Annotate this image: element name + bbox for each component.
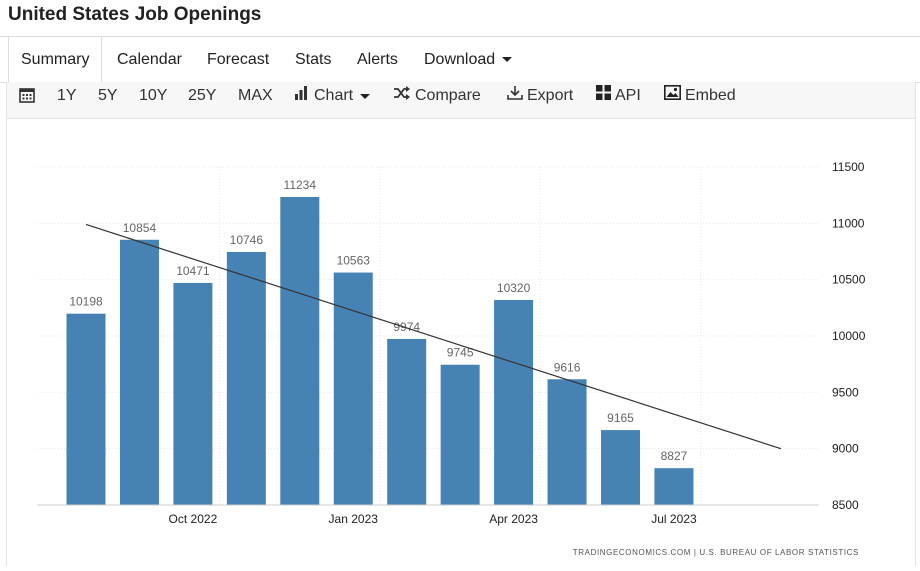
bar (173, 282, 213, 505)
tab-forecast[interactable]: Forecast (207, 37, 269, 82)
range-10y-button[interactable]: 10Y (139, 87, 168, 104)
bar (280, 196, 320, 505)
y-tick-label: 10000 (832, 329, 866, 343)
chart-toolbar: 1Y 5Y 10Y 25Y MAX Chart Compare Export A… (6, 82, 916, 119)
bar (387, 338, 427, 505)
data-label: 10854 (123, 221, 157, 235)
calendar-icon[interactable] (19, 85, 35, 113)
compare-button[interactable]: Compare (393, 82, 481, 110)
api-label: API (615, 87, 641, 105)
data-label: 9616 (554, 360, 581, 374)
compare-label: Compare (415, 87, 481, 105)
tab-label: Stats (295, 51, 332, 68)
tab-summary[interactable]: Summary (8, 36, 103, 84)
embed-label: Embed (685, 87, 736, 105)
data-label: 9974 (393, 320, 420, 334)
chart-type-button[interactable]: Chart (294, 82, 371, 110)
tab-label: Download (424, 51, 496, 68)
data-label: 10198 (69, 295, 103, 309)
data-label: 11234 (284, 178, 317, 192)
bar (654, 468, 694, 505)
y-tick-label: 10500 (832, 273, 866, 287)
bar (333, 272, 373, 505)
x-tick-label: Jan 2023 (329, 512, 379, 526)
tab-label: Calendar (117, 51, 182, 68)
tab-label: Summary (21, 51, 90, 68)
page-title: United States Job Openings (8, 4, 262, 25)
bar-chart: 11500 11000 10500 10000 9500 9000 8500 10198 108… (37, 160, 866, 557)
range-5y-button[interactable]: 5Y (98, 87, 118, 104)
bar (440, 364, 480, 505)
tab-stats[interactable]: Stats (295, 37, 331, 82)
download-icon (507, 82, 523, 110)
tab-label: Forecast (207, 51, 270, 68)
data-label: 10320 (497, 281, 531, 295)
x-tick-label: Oct 2022 (169, 512, 218, 526)
bar (66, 313, 106, 505)
x-tick-label: Jul 2023 (651, 512, 697, 526)
export-label: Export (527, 87, 574, 105)
data-label: 10746 (230, 233, 264, 247)
data-label: 9165 (607, 411, 634, 425)
y-tick-label: 11500 (832, 160, 865, 174)
range-25y-button[interactable]: 25Y (188, 87, 217, 104)
y-tick-label: 11000 (832, 216, 865, 230)
grid-squares-icon (596, 82, 611, 110)
tab-alerts[interactable]: Alerts (357, 37, 398, 82)
bar (547, 379, 587, 505)
chart-area: 11500 11000 10500 10000 9500 9000 8500 10198 108… (6, 118, 916, 566)
trend-line (85, 223, 782, 450)
bar (119, 239, 159, 506)
tab-calendar[interactable]: Calendar (117, 37, 182, 82)
bar (601, 430, 640, 505)
y-tick-label: 9500 (832, 385, 859, 399)
bar-chart-icon (294, 82, 310, 110)
y-tick-label: 8500 (832, 498, 859, 512)
chart-type-label: Chart (314, 87, 354, 105)
tab-label: Alerts (357, 51, 398, 68)
source-credit: TRADINGECONOMICS.COM | U.S. BUREAU OF LA… (573, 548, 859, 557)
chevron-down-icon (360, 93, 371, 99)
data-label: 10563 (337, 254, 371, 268)
shuffle-icon (393, 82, 411, 110)
data-label: 10471 (176, 264, 210, 278)
tab-bar: Summary Calendar Forecast Stats Alerts D… (0, 36, 920, 84)
range-1y-button[interactable]: 1Y (57, 87, 77, 104)
bar (226, 251, 266, 505)
image-icon (664, 82, 681, 110)
tab-download[interactable]: Download (424, 37, 513, 82)
bar (494, 299, 534, 505)
y-tick-label: 9000 (832, 442, 859, 456)
export-button[interactable]: Export (507, 82, 573, 110)
data-label: 8827 (661, 449, 688, 463)
chevron-down-icon (502, 57, 513, 63)
range-max-button[interactable]: MAX (238, 87, 273, 104)
data-label: 9745 (447, 346, 474, 360)
embed-button[interactable]: Embed (664, 82, 736, 110)
x-tick-label: Apr 2023 (489, 512, 538, 526)
api-button[interactable]: API (596, 82, 641, 110)
